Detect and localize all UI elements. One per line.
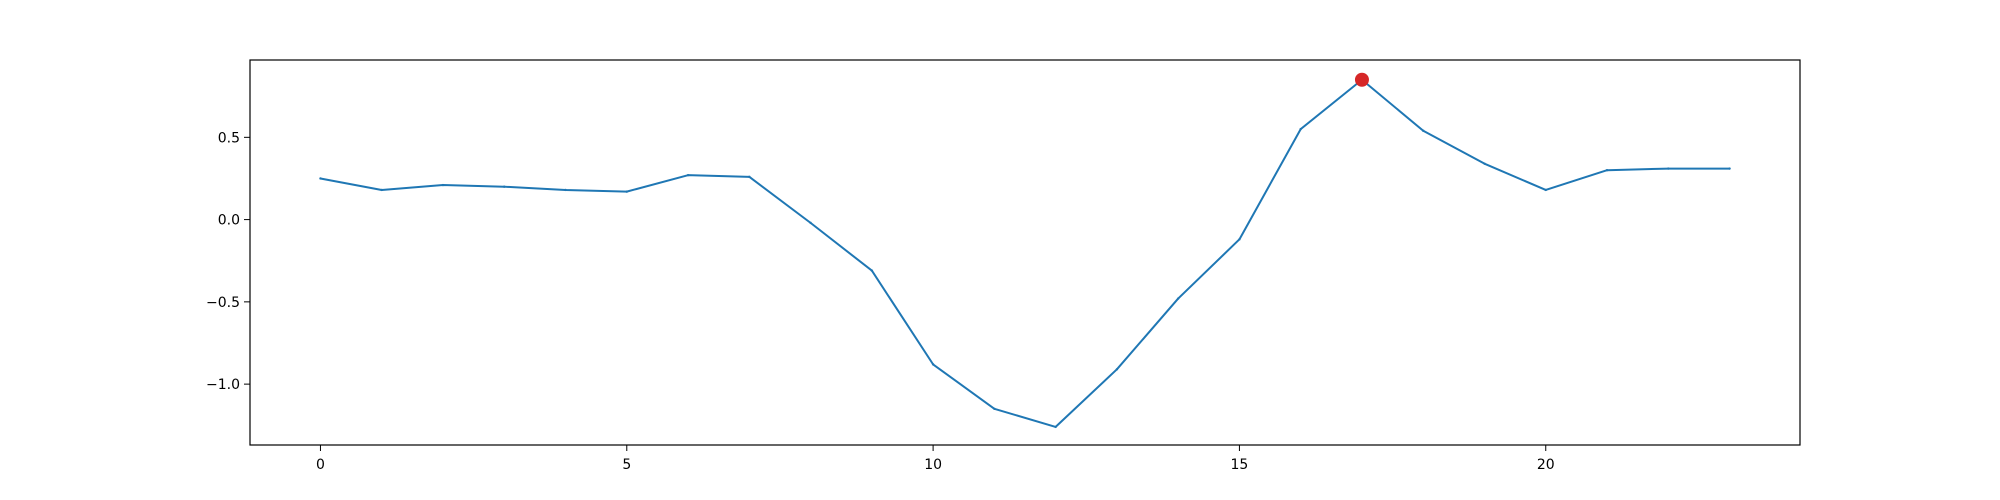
plot-area-frame bbox=[249, 59, 1801, 446]
data-point bbox=[1115, 368, 1119, 371]
x-tick-label: 10 bbox=[924, 457, 942, 473]
data-point bbox=[564, 188, 567, 192]
data-point bbox=[748, 175, 751, 179]
data-point bbox=[1299, 127, 1302, 131]
x-axis: 0 5 10 15 20 bbox=[316, 445, 1555, 473]
data-point bbox=[1054, 425, 1057, 429]
x-tick-label: 5 bbox=[622, 457, 631, 473]
data-point bbox=[380, 188, 383, 192]
series-line bbox=[319, 78, 1731, 428]
data-point bbox=[1483, 162, 1486, 165]
data-point bbox=[1667, 167, 1670, 170]
y-tick-label: 0.5 bbox=[218, 130, 240, 146]
data-point bbox=[1728, 167, 1731, 170]
data-point bbox=[931, 363, 935, 366]
y-axis: −1.0 −0.5 0.0 0.5 bbox=[206, 130, 250, 393]
y-tick-label: −1.0 bbox=[206, 377, 240, 393]
highlight-marker bbox=[1354, 72, 1369, 87]
x-tick-label: 20 bbox=[1537, 457, 1555, 473]
x-tick-label: 15 bbox=[1231, 457, 1249, 473]
data-point bbox=[870, 269, 874, 272]
data-point bbox=[993, 407, 996, 411]
data-point bbox=[1605, 169, 1609, 172]
data-point bbox=[1544, 188, 1547, 192]
data-point bbox=[503, 185, 506, 188]
x-tick-label: 0 bbox=[316, 457, 325, 473]
data-points bbox=[319, 78, 1731, 429]
y-tick-label: 0.0 bbox=[218, 213, 240, 229]
data-point bbox=[686, 173, 690, 177]
data-point bbox=[1422, 129, 1425, 132]
y-tick-label: −0.5 bbox=[206, 295, 240, 311]
data-point bbox=[319, 177, 322, 180]
data-point bbox=[1238, 238, 1241, 241]
data-point bbox=[809, 221, 812, 225]
data-point bbox=[1176, 297, 1180, 300]
data-point bbox=[625, 190, 628, 193]
data-point bbox=[441, 183, 445, 187]
